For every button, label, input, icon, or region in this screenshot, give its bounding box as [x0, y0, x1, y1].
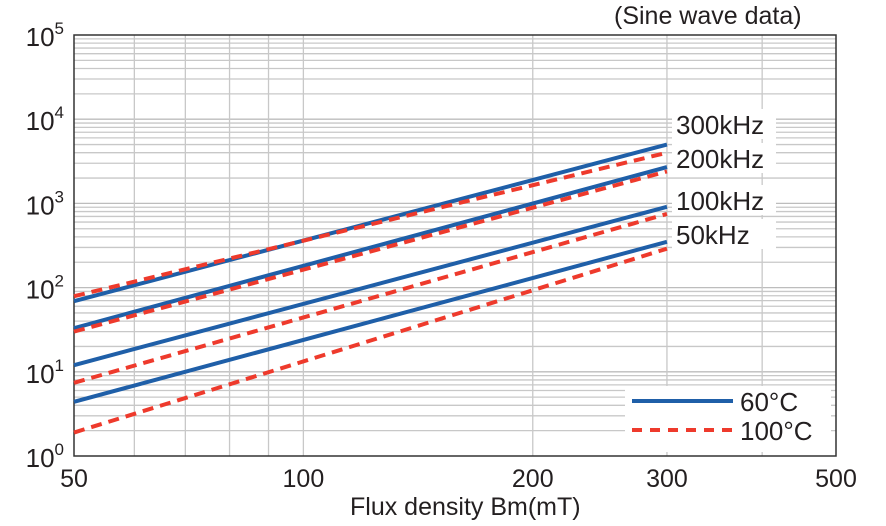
- frequency-label-bg: [672, 109, 776, 139]
- x-axis-label: Flux density Bm(mT): [350, 493, 581, 521]
- frequency-label: 100kHz: [676, 186, 764, 216]
- y-tick-label: 103: [26, 187, 64, 220]
- plot-frame: [73, 34, 837, 457]
- legend-box: [625, 386, 831, 452]
- frequency-label: 200kHz: [676, 144, 764, 174]
- y-tick-label: 102: [26, 272, 64, 305]
- x-tick-label: 50: [60, 465, 88, 493]
- frequency-label-bg: [672, 219, 776, 249]
- y-tick-label: 100: [26, 440, 64, 473]
- series-line-50kHz-60c: [73, 239, 668, 404]
- series-line-300kHz-60c: [73, 142, 668, 304]
- series-line-50kHz-100c: [73, 246, 668, 435]
- series-line-300kHz-100c: [73, 150, 668, 299]
- chart-annotation: (Sine wave data): [614, 2, 802, 30]
- legend-label: 60°C: [740, 387, 798, 417]
- y-tick-label: 101: [26, 356, 64, 389]
- frequency-label: 50kHz: [676, 220, 750, 250]
- frequency-label-bg: [672, 185, 776, 215]
- x-tick-label: 200: [512, 465, 554, 493]
- legend-label: 100°C: [740, 416, 813, 446]
- frequency-label-bg: [672, 143, 776, 173]
- frequency-label: 300kHz: [676, 110, 764, 140]
- y-tick-label: 104: [26, 103, 64, 136]
- series-line-100kHz-60c: [73, 204, 668, 368]
- x-tick-label: 500: [815, 465, 857, 493]
- x-tick-label: 300: [646, 465, 688, 493]
- x-tick-label: 100: [283, 465, 325, 493]
- series-line-200kHz-60c: [73, 165, 668, 331]
- series-line-200kHz-100c: [73, 169, 668, 334]
- series-line-100kHz-100c: [73, 211, 668, 385]
- y-tick-label: 105: [26, 19, 64, 52]
